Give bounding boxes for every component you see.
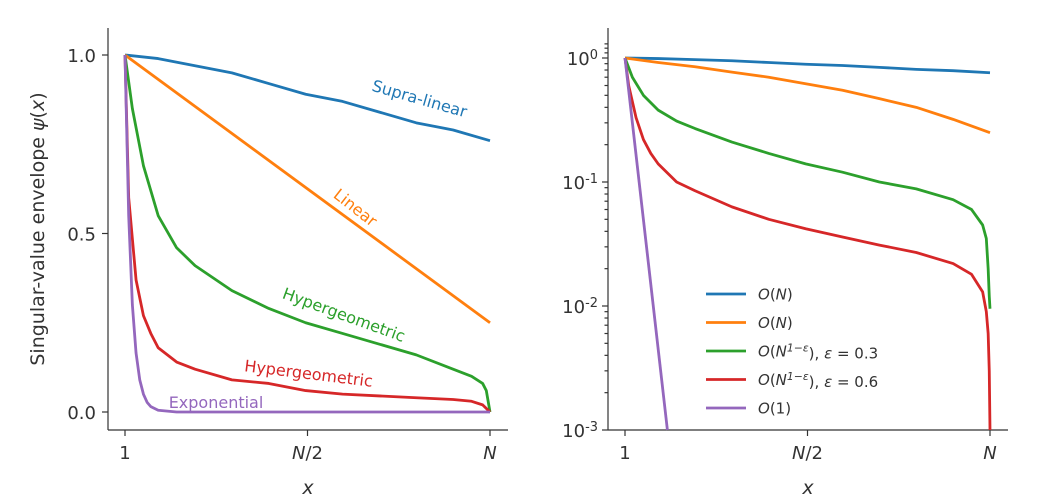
series-line-1	[624, 56, 991, 134]
series-line-1	[124, 53, 491, 324]
curve-label: Hypergeometric	[280, 284, 408, 346]
x-tick-label: N/2	[292, 443, 323, 464]
panel-right: 1 N/2 N 100​ 10-1​ 10-2​ 10-3​ x O(N) O(N) O(N1−ε)…	[562, 28, 1008, 499]
series-line-4	[123, 54, 490, 414]
legend-entry: O(1)	[758, 400, 791, 418]
series-line-2	[123, 54, 492, 413]
series-line-0	[124, 53, 491, 143]
y-axis-label: Singular-value envelope ψ(x)	[27, 92, 49, 365]
y-tick-label: 10-1​	[562, 172, 598, 194]
legend-entry: O(N1−ε), ε = 0.6	[758, 370, 878, 391]
x-axis-label: x	[801, 477, 814, 499]
legend-entry: O(N)	[758, 286, 793, 304]
y-tick-label: 1.0	[67, 46, 96, 67]
x-tick-label: N/2	[792, 443, 823, 464]
series-line-0	[624, 56, 991, 75]
curve-label: Exponential	[169, 393, 264, 412]
x-axis-label: x	[301, 477, 314, 499]
panel-left: 1 N/2 N 0.0 0.5 1.0 x Singular-value envelope ψ…	[27, 28, 508, 499]
x-tick-label: 1	[619, 443, 630, 464]
y-tick-label: 0.0	[67, 403, 96, 424]
y-tick-label: 10-2​	[562, 296, 598, 318]
y-tick-label: 0.5	[67, 225, 96, 246]
y-tick-label: 10-3​	[562, 420, 598, 442]
series-line-3	[123, 54, 491, 414]
x-tick-label: 1	[119, 443, 130, 464]
series-line-4	[623, 57, 669, 431]
legend-entry: O(N1−ε), ε = 0.3	[758, 342, 878, 363]
x-tick-label: N	[483, 443, 496, 464]
series-line-3	[623, 57, 992, 431]
y-tick-label: 100​	[567, 48, 598, 70]
x-tick-label: N	[983, 443, 996, 464]
curve-label: Hypergeometric	[243, 356, 373, 391]
legend-entry: O(N)	[758, 314, 793, 332]
legend: O(N) O(N) O(N1−ε), ε = 0.3 O(N1−ε), ε = 0.6…	[706, 286, 878, 418]
series-line-2	[623, 57, 992, 309]
